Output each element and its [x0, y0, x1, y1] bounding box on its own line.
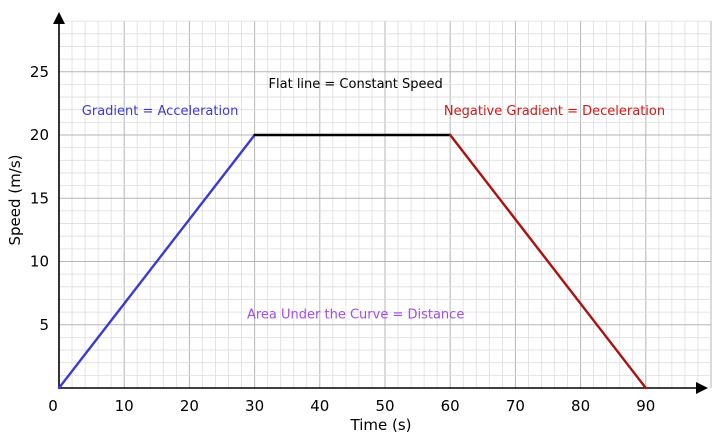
y-tick-label: 10: [30, 253, 49, 271]
y-axis-arrow: [53, 12, 65, 24]
x-tick-label: 50: [375, 397, 394, 415]
x-tick-label: 20: [180, 397, 199, 415]
y-tick-label: 15: [30, 189, 49, 207]
y-tick-label: 20: [30, 126, 49, 144]
x-axis-arrow: [696, 382, 708, 394]
annotation-3: Negative Gradient = Deceleration: [444, 104, 665, 119]
x-tick-label: 10: [115, 397, 134, 415]
x-axis-title: Time (s): [350, 416, 412, 434]
x-tick-label: 40: [310, 397, 329, 415]
annotation-4: Area Under the Curve = Distance: [247, 307, 464, 322]
x-tick-label: 80: [571, 397, 590, 415]
series-segment-1: [57, 133, 256, 390]
y-tick-label: 25: [30, 63, 49, 81]
chart-axes: [53, 12, 708, 394]
annotation-2: Flat line = Constant Speed: [269, 77, 443, 92]
x-tick-label: 0: [48, 397, 58, 415]
x-tick-label: 60: [441, 397, 460, 415]
chart-grid: [59, 20, 712, 388]
series-segment-3: [449, 133, 647, 390]
annotation-1: Gradient = Acceleration: [82, 104, 239, 119]
chart-annotations: Gradient = Acceleration Flat line = Const…: [82, 77, 665, 322]
tick-labels: 0 10 20 30 40 50 60 70 80 90 5 10 15 20 25: [30, 63, 655, 415]
chart-series: [57, 133, 647, 390]
x-tick-label: 30: [245, 397, 264, 415]
x-tick-label: 90: [636, 397, 655, 415]
y-tick-label: 5: [39, 316, 49, 334]
y-axis-title: Speed (m/s): [6, 155, 24, 246]
x-tick-label: 70: [506, 397, 525, 415]
